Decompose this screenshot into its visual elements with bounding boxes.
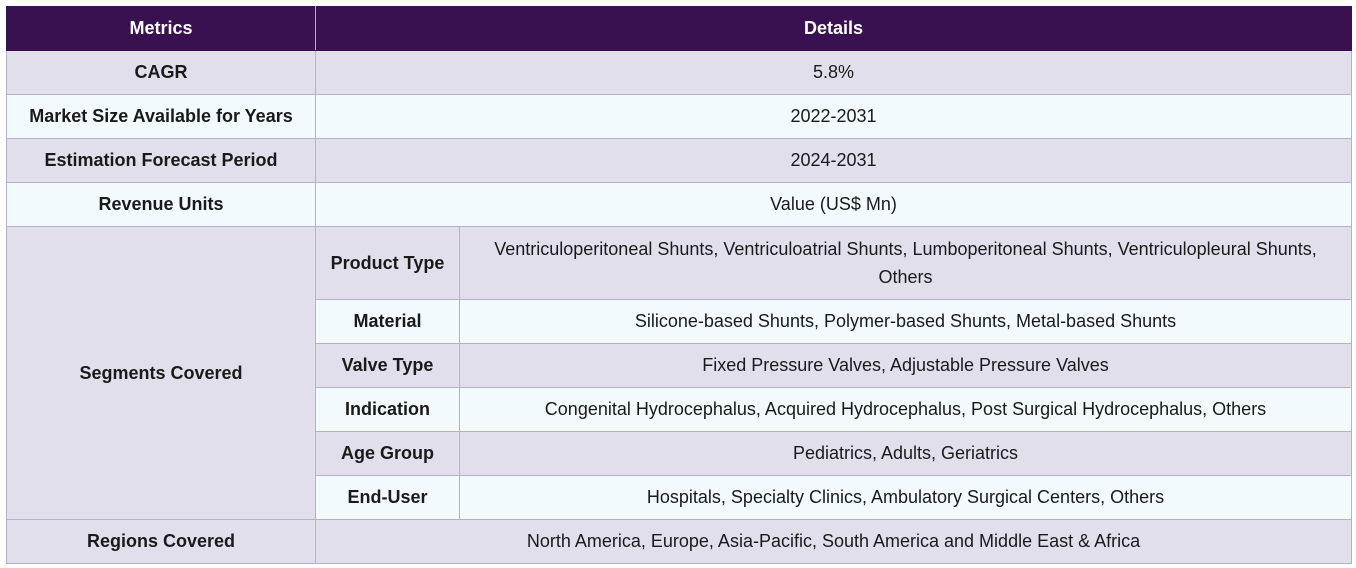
table-row: Regions Covered North America, Europe, A… (6, 519, 1352, 564)
segments-covered-label: Segments Covered (6, 226, 316, 520)
header-row: Metrics Details (6, 6, 1352, 51)
segment-name-product-type: Product Type (315, 226, 460, 300)
value-regions-covered: North America, Europe, Asia-Pacific, Sou… (315, 519, 1352, 564)
segment-row-material: Material Silicone-based Shunts, Polymer-… (7, 299, 1352, 344)
segment-name-indication: Indication (315, 387, 460, 432)
value-market-size-years: 2022-2031 (315, 94, 1352, 139)
segment-value-age-group: Pediatrics, Adults, Geriatrics (459, 431, 1352, 476)
segment-value-product-type: Ventriculoperitoneal Shunts, Ventriculoa… (459, 226, 1352, 300)
metric-market-size-years: Market Size Available for Years (6, 94, 316, 139)
segment-row-valve-type: Valve Type Fixed Pressure Valves, Adjust… (7, 343, 1352, 388)
report-scope-table: Metrics Details CAGR 5.8% Market Size Av… (6, 6, 1352, 564)
table-row: CAGR 5.8% (6, 50, 1352, 95)
segment-value-end-user: Hospitals, Specialty Clinics, Ambulatory… (459, 475, 1352, 520)
metric-forecast-period: Estimation Forecast Period (6, 138, 316, 183)
segment-value-material: Silicone-based Shunts, Polymer-based Shu… (459, 299, 1352, 344)
segment-value-indication: Congenital Hydrocephalus, Acquired Hydro… (459, 387, 1352, 432)
segment-row-product-type: Segments Covered Product Type Ventriculo… (6, 226, 1352, 520)
value-forecast-period: 2024-2031 (315, 138, 1352, 183)
metric-cagr: CAGR (6, 50, 316, 95)
value-cagr: 5.8% (315, 50, 1352, 95)
segment-name-material: Material (315, 299, 460, 344)
segment-name-valve-type: Valve Type (315, 343, 460, 388)
segment-row-indication: Indication Congenital Hydrocephalus, Acq… (7, 387, 1352, 432)
segment-name-end-user: End-User (315, 475, 460, 520)
segment-name-age-group: Age Group (315, 431, 460, 476)
details-header: Details (315, 6, 1352, 51)
metrics-header: Metrics (6, 6, 316, 51)
segment-row-age-group: Age Group Pediatrics, Adults, Geriatrics (7, 431, 1352, 476)
table-row: Estimation Forecast Period 2024-2031 (6, 138, 1352, 183)
metric-regions-covered: Regions Covered (6, 519, 316, 564)
table-row: Market Size Available for Years 2022-203… (6, 94, 1352, 139)
value-revenue-units: Value (US$ Mn) (315, 182, 1352, 227)
segment-value-valve-type: Fixed Pressure Valves, Adjustable Pressu… (459, 343, 1352, 388)
report-scope-table-container: Metrics Details CAGR 5.8% Market Size Av… (6, 6, 1352, 564)
metric-revenue-units: Revenue Units (6, 182, 316, 227)
table-row: Revenue Units Value (US$ Mn) (6, 182, 1352, 227)
segment-row-end-user: End-User Hospitals, Specialty Clinics, A… (7, 475, 1352, 520)
